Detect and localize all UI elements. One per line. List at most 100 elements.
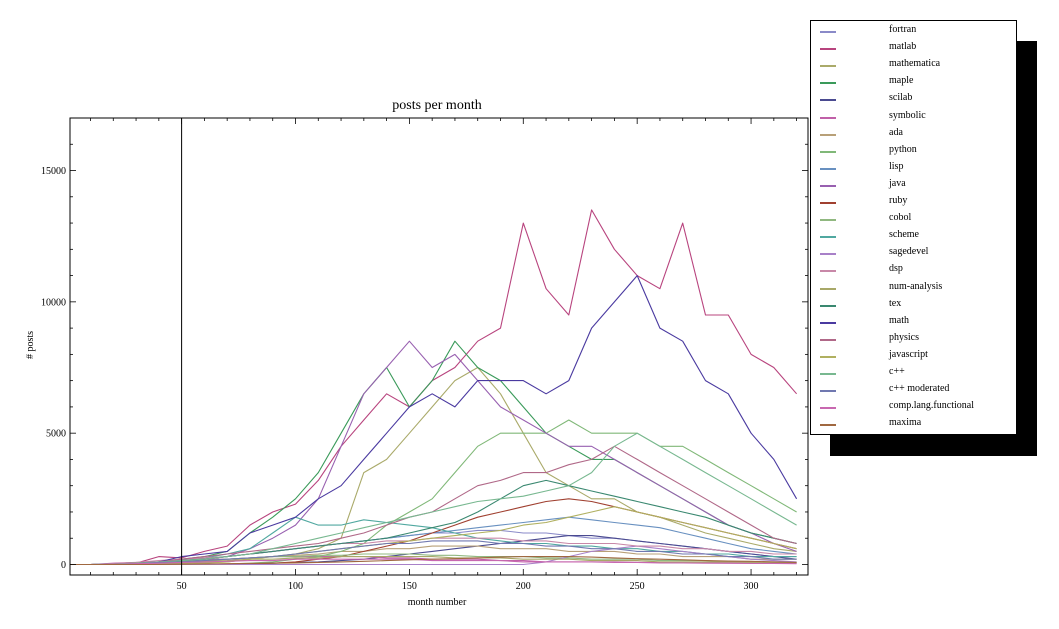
legend-label: javascript: [889, 348, 928, 360]
legend-item: java: [811, 177, 1016, 194]
legend-item: scheme: [811, 228, 1016, 245]
x-tick-label: 200: [516, 581, 531, 592]
legend-item: sagedevel: [811, 245, 1016, 262]
legend-swatch: [820, 31, 836, 33]
legend-label: fortran: [889, 24, 917, 35]
series-line-c-moderated: [70, 540, 797, 566]
chart-title: posts per month: [392, 98, 481, 113]
series-line-maple: [70, 340, 797, 566]
legend-item: comp.lang.functional: [811, 399, 1016, 416]
legend-swatch: [820, 236, 836, 239]
legend-swatch: [820, 65, 836, 68]
legend-swatch: [820, 48, 836, 51]
legend-swatch: [820, 287, 836, 290]
legend-label: symbolic: [889, 109, 926, 121]
series-line-math: [70, 275, 798, 566]
legend-label: maxima: [889, 417, 922, 429]
x-tick-label: 300: [744, 581, 759, 592]
legend-swatch: [820, 99, 836, 102]
series-line-mathematica: [70, 366, 797, 566]
legend-label: math: [889, 314, 909, 326]
legend-item: mathematica: [811, 57, 1016, 74]
legend-label: physics: [889, 331, 919, 343]
legend-item: matlab: [811, 40, 1016, 57]
legend-label: mathematica: [889, 58, 941, 70]
series-line-ruby: [70, 498, 797, 566]
legend-swatch: [820, 270, 836, 273]
legend-item: physics: [811, 331, 1016, 348]
series-line-java: [70, 340, 797, 566]
legend-swatch: [820, 219, 836, 222]
legend-swatch: [820, 82, 836, 85]
legend-label: lisp: [889, 160, 904, 172]
legend: fortran matlab mathematica maple scilab symbo…: [810, 20, 1017, 435]
legend-label: java: [889, 177, 906, 189]
legend-item: math: [811, 314, 1016, 331]
legend-item: ruby: [811, 194, 1016, 211]
y-axis-label: # posts: [25, 331, 36, 359]
legend-label: python: [889, 143, 917, 155]
legend-item: num-analysis: [811, 280, 1016, 297]
legend-item: python: [811, 143, 1016, 160]
legend-item: fortran: [811, 23, 1016, 40]
legend-item: lisp: [811, 160, 1016, 177]
y-tick-label: 15000: [41, 166, 66, 177]
legend-label: ada: [889, 126, 903, 138]
legend-swatch: [820, 304, 836, 307]
legend-label: comp.lang.functional: [889, 400, 974, 412]
legend-label: scilab: [889, 92, 913, 104]
y-tick-label: 10000: [41, 297, 66, 308]
legend-item: maple: [811, 74, 1016, 91]
x-tick-label: 250: [630, 581, 645, 592]
legend-item: maxima: [811, 416, 1016, 433]
legend-swatch: [820, 116, 836, 119]
legend-item: cobol: [811, 211, 1016, 228]
legend-item: c++: [811, 365, 1016, 382]
x-tick-label: 100: [288, 581, 303, 592]
series-line-maxima: [70, 556, 797, 566]
legend-swatch: [820, 150, 836, 153]
legend-swatch: [820, 321, 836, 324]
legend-swatch: [820, 253, 836, 256]
series-layer: [70, 209, 798, 566]
x-tick-label: 50: [177, 581, 187, 592]
legend-label: maple: [889, 75, 914, 87]
series-line-c-: [70, 432, 797, 566]
legend-swatch: [820, 390, 836, 393]
legend-swatch: [820, 202, 836, 204]
legend-item: ada: [811, 126, 1016, 143]
legend-label: tex: [889, 297, 902, 309]
legend-label: cobol: [889, 212, 912, 224]
legend-swatch: [820, 373, 836, 375]
series-line-comp-lang-functional: [70, 558, 797, 566]
legend-label: dsp: [889, 263, 903, 275]
axes-layer: 50 100 150 200 250 300 0 5000 10000 15000: [41, 117, 809, 592]
x-axis-label: month number: [408, 597, 467, 608]
legend-swatch: [820, 184, 836, 187]
legend-swatch: [820, 338, 836, 341]
legend-label: ruby: [889, 195, 908, 206]
plot-frame: [69, 117, 809, 576]
legend-label: c++ moderated: [889, 383, 950, 395]
legend-item: dsp: [811, 262, 1016, 279]
legend-label: c++: [889, 366, 905, 377]
legend-swatch: [820, 355, 836, 358]
legend-swatch: [820, 407, 836, 410]
legend-swatch: [820, 167, 836, 170]
legend-label: scheme: [889, 229, 919, 241]
legend-item: symbolic: [811, 109, 1016, 126]
legend-label: matlab: [889, 41, 917, 53]
x-tick-label: 150: [402, 581, 417, 592]
legend-item: tex: [811, 297, 1016, 314]
series-line-python: [70, 419, 797, 566]
legend-swatch: [820, 133, 836, 136]
y-tick-label: 0: [61, 560, 66, 571]
legend-item: c++ moderated: [811, 382, 1016, 399]
legend-item: scilab: [811, 91, 1016, 108]
legend-label: sagedevel: [889, 246, 929, 258]
legend-swatch: [820, 424, 836, 427]
y-tick-label: 5000: [46, 429, 66, 440]
legend-label: num-analysis: [889, 280, 943, 292]
legend-item: javascript: [811, 348, 1016, 365]
